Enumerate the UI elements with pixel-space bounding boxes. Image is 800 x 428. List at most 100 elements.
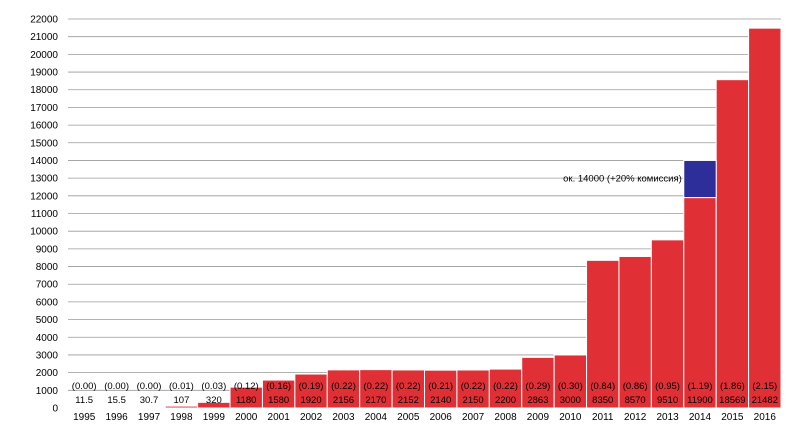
value-label-2006: 2140 bbox=[430, 395, 451, 406]
x-tick-label-2015: 2015 bbox=[721, 412, 744, 423]
secondary-label-1998: (0.01) bbox=[169, 381, 194, 392]
y-tick-label: 0 bbox=[52, 404, 58, 415]
bar-2003 bbox=[326, 369, 361, 409]
y-tick-label: 18000 bbox=[30, 85, 58, 96]
secondary-label-1997: (0.00) bbox=[137, 381, 162, 392]
x-tick-label-2008: 2008 bbox=[494, 412, 517, 423]
y-tick-label: 1000 bbox=[36, 386, 59, 397]
x-tick-label-2003: 2003 bbox=[332, 412, 355, 423]
x-tick-label-1996: 1996 bbox=[105, 412, 128, 423]
x-tick-label-2009: 2009 bbox=[527, 412, 550, 423]
x-tick-label-2004: 2004 bbox=[365, 412, 388, 423]
secondary-label-2015: (1.86) bbox=[720, 381, 745, 392]
x-tick-label-2013: 2013 bbox=[656, 412, 679, 423]
data-labels: (0.00) 11.5 (0.00) 15.5 (0.00) 30.7 (0.01) 107 (… bbox=[72, 381, 778, 406]
y-tick-label: 15000 bbox=[30, 138, 58, 149]
value-label-2011: 8350 bbox=[592, 395, 613, 406]
y-tick-label: 11000 bbox=[31, 209, 59, 220]
secondary-label-2016: (2.15) bbox=[752, 381, 777, 392]
y-tick-label: 16000 bbox=[30, 121, 58, 132]
value-label-2012: 8570 bbox=[625, 395, 646, 406]
secondary-label-2014: (1.19) bbox=[688, 381, 713, 392]
bar-2015 bbox=[715, 79, 750, 409]
x-tick-label-1999: 1999 bbox=[203, 412, 226, 423]
grid-lines bbox=[68, 18, 781, 409]
value-label-2002: 1920 bbox=[300, 395, 321, 406]
y-tick-label: 5000 bbox=[36, 315, 59, 326]
x-tick-label-2016: 2016 bbox=[754, 412, 777, 423]
x-tick-label-2010: 2010 bbox=[559, 412, 582, 423]
value-label-1995: 11.5 bbox=[75, 395, 93, 406]
secondary-label-2002: (0.19) bbox=[299, 381, 324, 392]
bar-2001 bbox=[261, 379, 296, 409]
x-tick-label-2002: 2002 bbox=[300, 412, 323, 423]
y-tick-label: 20000 bbox=[30, 50, 58, 61]
x-tick-label-2007: 2007 bbox=[462, 412, 485, 423]
value-label-1997: 30.7 bbox=[140, 395, 159, 406]
bar-2013 bbox=[650, 239, 685, 409]
x-tick-label-2011: 2011 bbox=[592, 412, 614, 423]
annotation-2014: ок. 14000 (+20% комиссия) bbox=[563, 174, 682, 185]
x-tick-label-2000: 2000 bbox=[235, 412, 258, 423]
x-tick-label-1998: 1998 bbox=[170, 412, 193, 423]
bar-2014-extra bbox=[683, 159, 717, 199]
secondary-label-1995: (0.00) bbox=[72, 381, 97, 392]
value-label-2016: 21482 bbox=[752, 395, 778, 406]
secondary-label-2008: (0.22) bbox=[493, 381, 518, 392]
bar-1997 bbox=[132, 406, 166, 409]
secondary-label-2007: (0.22) bbox=[461, 381, 486, 392]
value-label-2007: 2150 bbox=[463, 395, 484, 406]
secondary-label-1999: (0.03) bbox=[201, 381, 226, 392]
secondary-label-2009: (0.29) bbox=[526, 381, 551, 392]
value-label-2004: 2170 bbox=[365, 395, 386, 406]
bar-2009 bbox=[521, 356, 555, 409]
x-tick-label-2012: 2012 bbox=[624, 412, 647, 423]
y-tick-label: 8000 bbox=[36, 262, 59, 273]
x-tick-label-1997: 1997 bbox=[138, 412, 161, 423]
secondary-label-2000: (0.12) bbox=[234, 381, 259, 392]
secondary-label-2005: (0.22) bbox=[396, 381, 421, 392]
bar-2005 bbox=[391, 369, 426, 409]
y-tick-label: 17000 bbox=[30, 103, 58, 114]
value-label-2013: 9510 bbox=[657, 395, 678, 406]
y-tick-label: 2000 bbox=[36, 368, 59, 379]
secondary-label-2013: (0.95) bbox=[655, 381, 680, 392]
x-tick-label-2014: 2014 bbox=[689, 412, 712, 423]
y-tick-label: 13000 bbox=[30, 174, 58, 185]
secondary-label-2001: (0.16) bbox=[266, 381, 291, 392]
bar-1998 bbox=[164, 405, 199, 409]
y-tick-label: 14000 bbox=[30, 156, 58, 167]
value-label-1996: 15.5 bbox=[107, 395, 126, 406]
y-tick-label: 10000 bbox=[30, 227, 58, 238]
value-label-2014: 11900 bbox=[687, 395, 713, 406]
secondary-label-1996: (0.00) bbox=[104, 381, 129, 392]
y-tick-label: 21000 bbox=[30, 32, 58, 43]
value-label-2015: 18569 bbox=[719, 395, 745, 406]
y-axis-ticks: 0 1000 2000 3000 4000 5000 6000 7000 8000 9000 100… bbox=[30, 15, 58, 415]
y-tick-label: 7000 bbox=[36, 280, 59, 291]
value-label-1998: 107 bbox=[174, 395, 190, 406]
value-label-2009: 2863 bbox=[527, 395, 548, 406]
x-tick-label-2005: 2005 bbox=[397, 412, 420, 423]
bar-2008 bbox=[488, 368, 523, 409]
secondary-label-2004: (0.22) bbox=[363, 381, 388, 392]
bars bbox=[67, 27, 782, 409]
bar-2002 bbox=[294, 373, 328, 409]
y-tick-label: 3000 bbox=[36, 350, 59, 361]
secondary-label-2012: (0.86) bbox=[623, 381, 648, 392]
value-label-2010: 3000 bbox=[560, 395, 581, 406]
bar-2006 bbox=[424, 369, 458, 409]
secondary-label-2011: (0.84) bbox=[590, 381, 615, 392]
secondary-label-2010: (0.30) bbox=[558, 381, 583, 392]
value-label-2000: 1180 bbox=[236, 395, 256, 406]
secondary-label-2003: (0.22) bbox=[331, 381, 356, 392]
bar-2014 bbox=[683, 197, 717, 409]
value-label-2008: 2200 bbox=[495, 395, 516, 406]
x-axis-ticks: 1995 1996 1997 1998 1999 2000 2001 2002 2003 2004… bbox=[73, 412, 776, 423]
y-tick-label: 6000 bbox=[36, 297, 59, 308]
y-tick-label: 12000 bbox=[30, 191, 58, 202]
secondary-label-2006: (0.21) bbox=[428, 381, 453, 392]
value-label-2001: 1580 bbox=[268, 395, 289, 406]
